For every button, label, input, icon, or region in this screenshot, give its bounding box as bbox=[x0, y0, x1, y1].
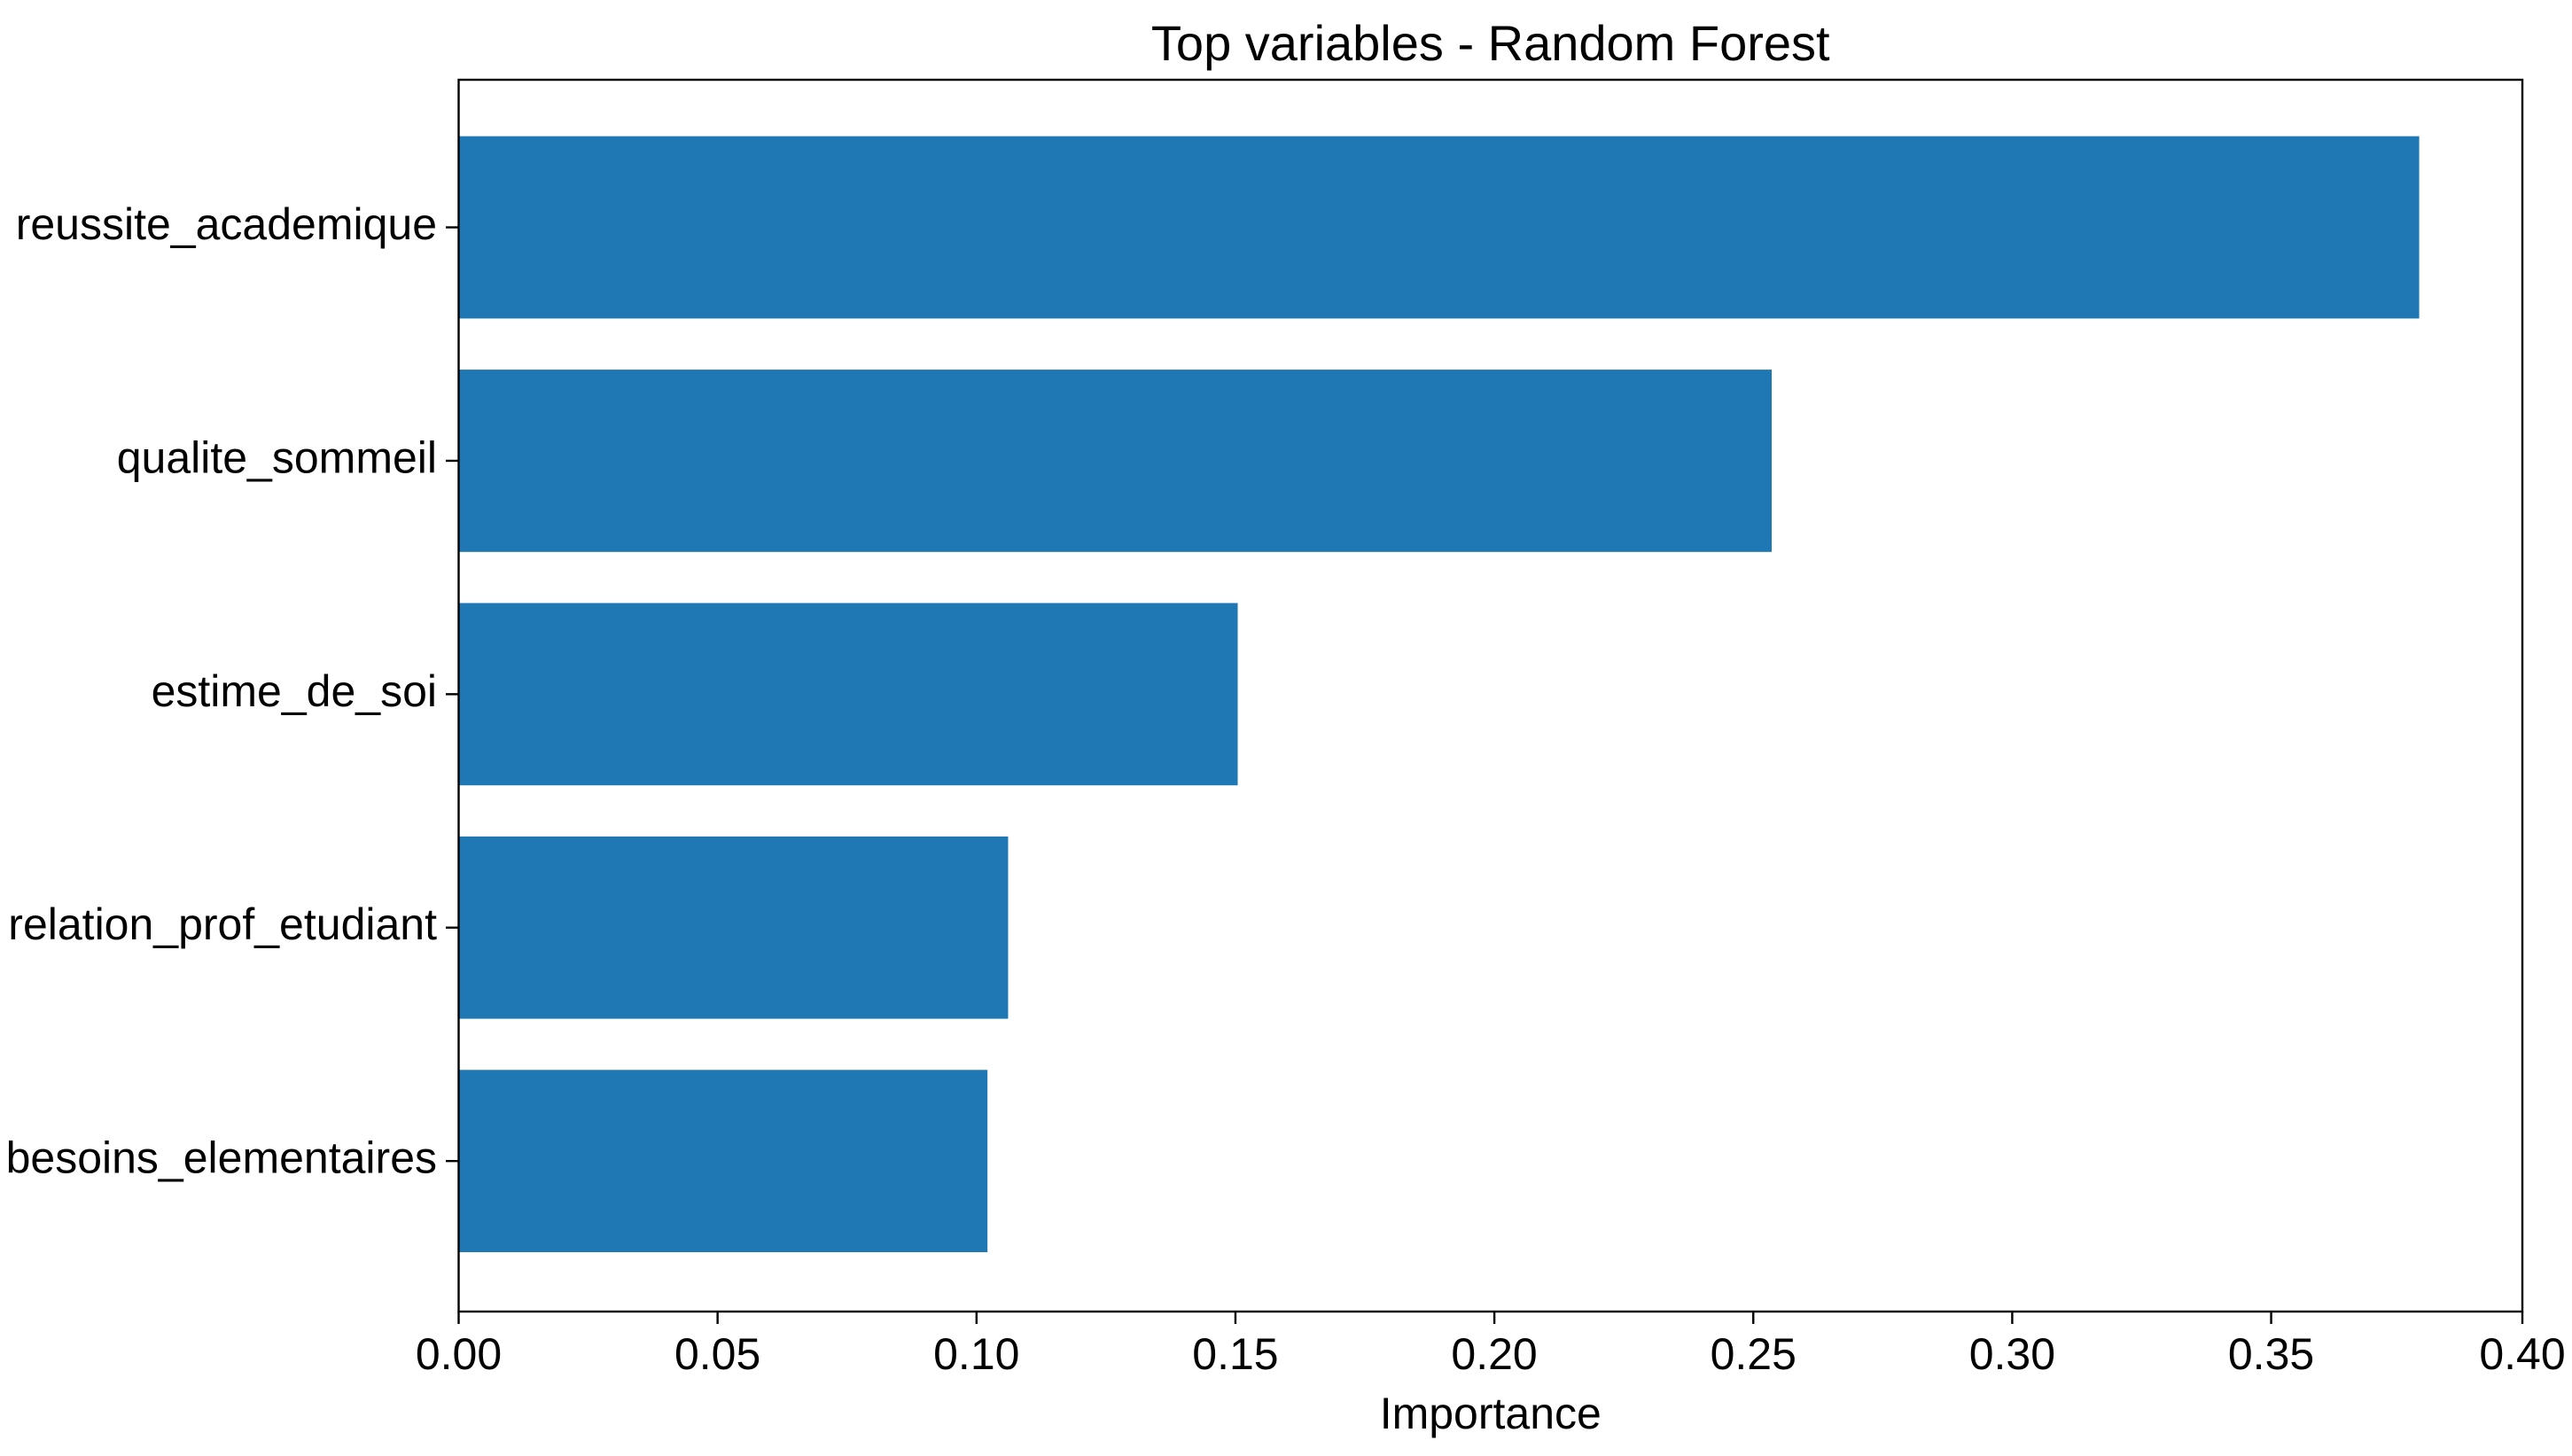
svg-text:0.15: 0.15 bbox=[1192, 1329, 1278, 1379]
svg-text:qualite_sommeil: qualite_sommeil bbox=[117, 432, 437, 482]
svg-text:0.30: 0.30 bbox=[1969, 1329, 2055, 1379]
svg-text:Importance: Importance bbox=[1380, 1389, 1602, 1438]
svg-text:Top variables - Random Forest: Top variables - Random Forest bbox=[1151, 15, 1830, 71]
svg-text:reussite_academique: reussite_academique bbox=[16, 199, 437, 249]
svg-text:0.10: 0.10 bbox=[933, 1329, 1019, 1379]
svg-text:0.05: 0.05 bbox=[674, 1329, 760, 1379]
svg-text:relation_prof_etudiant: relation_prof_etudiant bbox=[8, 899, 437, 949]
svg-text:estime_de_soi: estime_de_soi bbox=[152, 666, 437, 716]
svg-text:0.35: 0.35 bbox=[2228, 1329, 2314, 1379]
svg-text:0.25: 0.25 bbox=[1711, 1329, 1797, 1379]
svg-text:0.40: 0.40 bbox=[2479, 1329, 2565, 1379]
svg-text:0.20: 0.20 bbox=[1451, 1329, 1537, 1379]
svg-text:besoins_elementaires: besoins_elementaires bbox=[6, 1133, 437, 1183]
svg-text:0.00: 0.00 bbox=[416, 1329, 502, 1379]
